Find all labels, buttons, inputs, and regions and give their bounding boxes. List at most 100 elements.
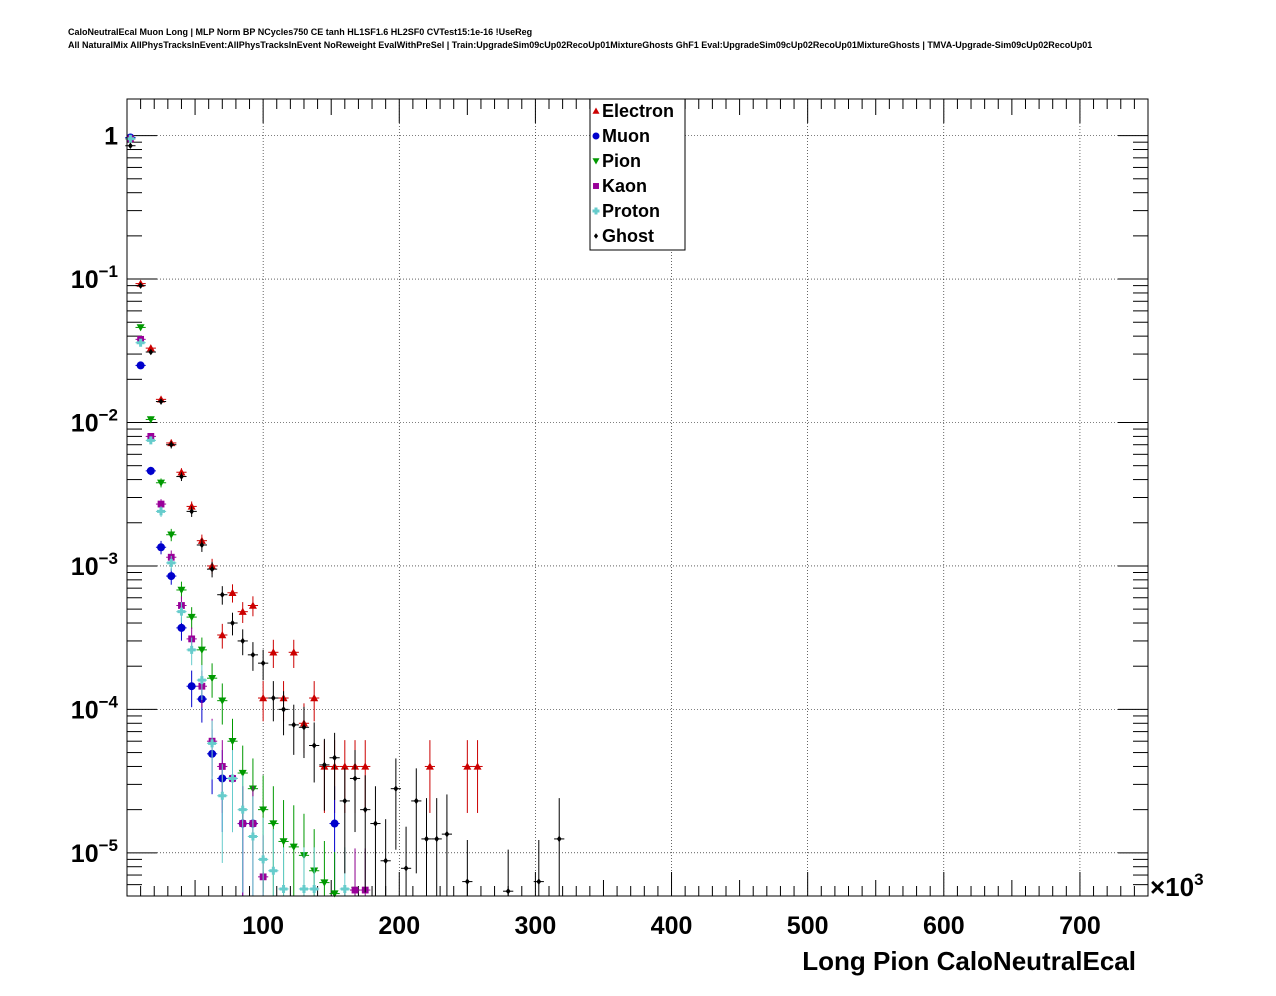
marker [157, 543, 166, 552]
marker [351, 886, 359, 894]
ghost-point [227, 612, 238, 636]
electron-point [309, 681, 320, 722]
ghost-point [145, 348, 156, 356]
ghost-point [258, 649, 269, 681]
y-tick-label: 10−2 [71, 405, 118, 437]
ghost-point [298, 706, 310, 759]
marker [228, 738, 237, 746]
marker [311, 742, 317, 749]
marker [464, 878, 470, 885]
ghost-point [268, 681, 279, 722]
y-tick-labels: 1 10−1 10−2 10−3 10−4 10−5 [71, 123, 119, 868]
ghost-point [411, 768, 422, 874]
marker [299, 884, 308, 893]
ghost-point [155, 398, 167, 405]
x-tick-label: 300 [515, 912, 557, 940]
marker [592, 158, 600, 165]
ghost-point [441, 794, 453, 896]
marker [321, 761, 327, 769]
ghost-point [196, 538, 207, 552]
x-axis-title: Long Pion CaloNeutralEcal [802, 946, 1136, 976]
ghost-point [360, 775, 371, 893]
muon-point [145, 466, 156, 476]
legend-label: Pion [602, 151, 641, 171]
marker [218, 697, 227, 705]
marker [393, 785, 399, 792]
pion-point [217, 683, 228, 725]
ghost-point [462, 840, 473, 896]
x-tick-label: 400 [651, 912, 693, 940]
marker [218, 791, 227, 800]
pion-point [186, 607, 197, 629]
marker [157, 479, 166, 487]
ghost-point [166, 441, 177, 449]
proton-point [135, 338, 146, 347]
pion-point [329, 851, 340, 898]
marker [373, 820, 378, 827]
marker [230, 619, 235, 627]
marker [310, 884, 319, 893]
marker [197, 676, 206, 685]
marker [238, 769, 247, 778]
pion-point [166, 528, 177, 542]
marker [320, 879, 329, 887]
marker [434, 835, 440, 843]
marker [340, 762, 349, 770]
legend-label: Muon [602, 126, 650, 146]
marker [250, 651, 256, 659]
marker [332, 754, 338, 761]
legend: Electron Muon Pion Kaon Proton Ghost [589, 98, 686, 251]
marker [197, 646, 206, 654]
marker [593, 233, 599, 239]
electron-point [288, 639, 299, 668]
marker [177, 623, 186, 632]
marker [310, 694, 319, 702]
y-tick-label: 10−1 [71, 262, 118, 294]
marker [187, 645, 196, 654]
proton-point [166, 555, 177, 571]
ghost-point [206, 561, 218, 578]
marker [279, 838, 288, 846]
marker [136, 338, 145, 347]
ghost-point [278, 691, 289, 736]
marker [289, 648, 298, 656]
ghost-point [217, 586, 228, 605]
x-tick-labels: 100 200 300 400 500 600 700 [242, 912, 1101, 940]
marker [383, 857, 389, 864]
electron-point [227, 584, 238, 603]
marker [301, 724, 307, 731]
marker [259, 806, 268, 814]
y-tick-label: 1 [104, 123, 118, 151]
marker [536, 878, 542, 885]
marker [505, 888, 511, 895]
marker [330, 819, 339, 828]
series-ghost [125, 142, 565, 896]
marker [157, 500, 165, 508]
marker [279, 884, 288, 893]
legend-item-ghost: Ghost [593, 226, 654, 246]
marker [228, 588, 237, 596]
proton-point [237, 775, 248, 893]
marker [269, 866, 278, 875]
electron-point [247, 596, 259, 617]
proton-point [145, 436, 156, 445]
marker [291, 721, 297, 729]
x-tick-label: 100 [242, 912, 284, 940]
marker [238, 805, 247, 814]
ghost-point [349, 750, 361, 833]
marker [218, 631, 227, 639]
proton-point [309, 847, 320, 896]
x-multiplier: ×103 [1150, 870, 1204, 902]
marker [167, 572, 176, 581]
legend-label: Proton [602, 201, 660, 221]
proton-point [176, 602, 187, 623]
marker [126, 134, 135, 143]
electron-point [258, 681, 269, 722]
pion-point [135, 324, 146, 332]
series-proton [125, 134, 350, 896]
proton-point [247, 796, 259, 896]
data-marks [125, 133, 565, 898]
x-tick-label: 500 [787, 912, 829, 940]
marker [403, 865, 409, 872]
marker [187, 502, 196, 510]
